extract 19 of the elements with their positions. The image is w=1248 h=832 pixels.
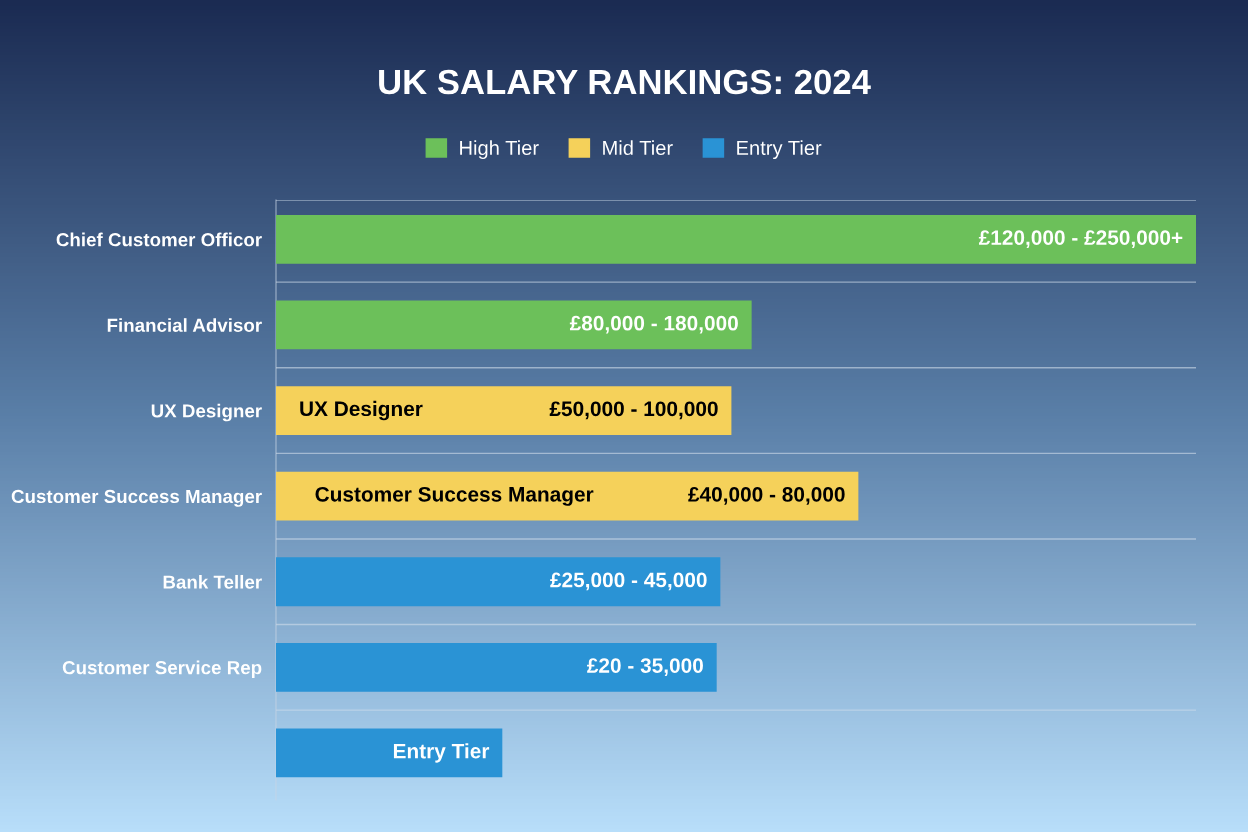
text: Entry Tier <box>393 743 490 763</box>
text: £40,000 - 80,000 <box>688 486 845 505</box>
text: £120,000 - £250,000+ <box>978 230 1183 248</box>
y-tick-label: Chief Customer Officor <box>56 232 262 247</box>
text: £80,000 - 180,000 <box>569 315 738 334</box>
y-tick-label: Customer Service Rep <box>62 660 262 679</box>
text: £50,000 - 100,000 <box>549 401 718 420</box>
text: £20 - 35,000 <box>587 658 703 676</box>
annotation: UX Designer <box>300 400 423 421</box>
y-tick-label: Financial Advisor <box>107 318 262 332</box>
legend-label: High Tier <box>460 140 539 160</box>
legend-label: Entry Tier <box>737 140 822 160</box>
y-tick-label: Customer Success Manager <box>11 489 262 507</box>
chart-title: UK SALARY RANKINGS: 2024 <box>379 69 871 95</box>
annotation: Customer Success Manager <box>315 486 594 506</box>
text: £25,000 - 45,000 <box>550 572 707 591</box>
legend-label: Mid Tier <box>603 140 673 156</box>
y-tick-label: Bank Teller <box>163 574 262 589</box>
y-tick-label: UX Designer <box>151 403 262 422</box>
